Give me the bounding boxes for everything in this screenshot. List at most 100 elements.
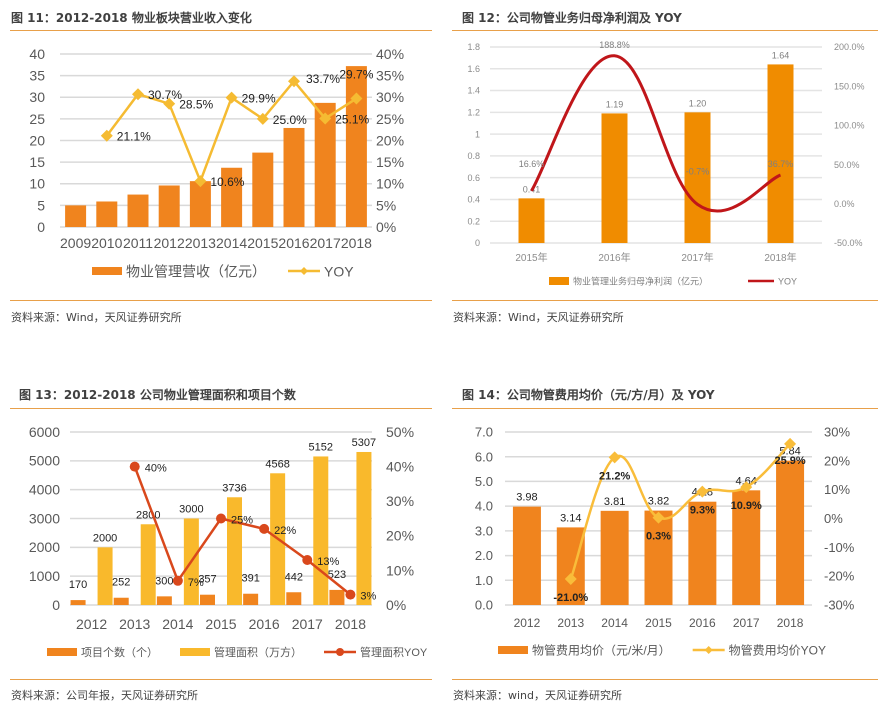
fig13-y-left-tick-label: 1000 — [29, 568, 60, 584]
fig13-y-left-tick-label: 6000 — [29, 424, 60, 440]
fig13-y-left-tick-label: 4000 — [29, 482, 60, 498]
fig11-y-right-tick-label: 0% — [376, 219, 396, 235]
fig11-yoy-marker — [319, 112, 332, 125]
fig14-bar-data-label: 3.98 — [516, 492, 537, 504]
fig14-y-left-tick-label: 5.0 — [475, 474, 493, 489]
fig14-yoy-marker — [608, 451, 621, 464]
figure-12-title: 图 12：公司物管业务归母净利润及 YOY — [462, 11, 682, 25]
fig13-legend-label: 管理面积（万方） — [214, 645, 302, 659]
fig14-yoy-marker — [696, 485, 709, 498]
fig13-bar — [286, 592, 302, 605]
figure-11-top-rule — [10, 30, 432, 31]
fig12-y-right-tick-label: 0.0% — [834, 199, 855, 209]
fig12-y-right-tick-label: 50.0% — [834, 160, 860, 170]
fig13-bar — [113, 597, 129, 605]
fig13-yoy-data-label: 7% — [188, 577, 204, 589]
fig11-legend-swatch — [92, 267, 122, 275]
fig11-y-left-tick-label: 30 — [29, 89, 45, 105]
fig13-legend-label: 项目个数（个） — [81, 646, 158, 659]
fig12-x-tick-label: 2016年 — [598, 251, 630, 264]
fig14-bar — [776, 460, 805, 605]
fig11-yoy-data-label: 10.6% — [210, 175, 244, 189]
fig13-bar — [243, 593, 259, 605]
fig13-legend-marker — [336, 648, 344, 656]
fig14-x-tick-label: 2013 — [557, 616, 584, 630]
fig11-bar — [189, 181, 211, 227]
fig11-x-tick-label: 2010 — [91, 235, 122, 251]
fig13-y-left-tick-label: 5000 — [29, 453, 60, 469]
fig12-legend-swatch — [549, 277, 569, 285]
fig12-bar — [518, 198, 545, 243]
fig11-yoy-marker — [132, 88, 144, 101]
figure-11-title: 图 11：2012-2018 物业板块营业收入变化 — [11, 11, 252, 25]
figure-13-top-rule — [10, 408, 432, 409]
fig12-y-right-tick-label: 150.0% — [834, 81, 865, 91]
fig14-yoy-data-label: 25.9% — [774, 455, 805, 467]
fig11-y-right-tick-label: 5% — [376, 197, 396, 213]
fig13-bar-data-label: 357 — [198, 574, 216, 586]
fig11-legend-label: 物业管理营收（亿元） — [126, 263, 266, 279]
fig13-yoy-marker — [216, 513, 226, 524]
fig13-legend-label: 管理面积YOY — [360, 645, 428, 659]
fig14-legend-marker — [704, 646, 713, 654]
fig13-yoy-marker — [345, 589, 356, 600]
fig14-yoy-data-label: 21.2% — [599, 470, 630, 482]
fig13-y-right-tick-label: 10% — [386, 562, 414, 578]
fig12-yoy-data-label: 36.7% — [768, 159, 794, 169]
fig13-bar — [329, 589, 345, 605]
fig11-y-right-tick-label: 40% — [376, 46, 404, 62]
fig11-bar — [65, 205, 87, 227]
fig12-legend-label: 物业管理业务归母净利润（亿元） — [573, 275, 708, 286]
fig13-yoy-data-label: 25% — [231, 515, 253, 527]
fig13-x-tick-label: 2012 — [76, 616, 107, 632]
fig13-bar — [140, 524, 156, 605]
fig12-bar — [684, 112, 711, 243]
fig11-bar — [127, 194, 149, 227]
fig11-yoy-marker — [100, 129, 113, 142]
fig11-bar — [158, 185, 180, 227]
fig14-yoy-marker — [652, 511, 665, 524]
fig13-x-tick-label: 2018 — [335, 616, 366, 632]
fig11-y-left-tick-label: 5 — [37, 197, 45, 213]
fig11-legend-label: YOY — [324, 263, 354, 279]
figure-13-bottom-rule — [10, 679, 432, 680]
fig13-yoy-marker — [259, 523, 270, 534]
fig12-y-left-tick-label: 1.6 — [467, 64, 480, 74]
fig13-bar-data-label: 5152 — [309, 441, 333, 453]
fig14-y-right-tick-label: -20% — [824, 569, 855, 584]
fig14-x-tick-label: 2018 — [777, 616, 804, 630]
fig13-bar-data-label: 300 — [155, 575, 173, 587]
fig13-y-right-tick-label: 30% — [386, 493, 414, 509]
fig13-bar-data-label: 3000 — [179, 504, 203, 516]
figure-14-bottom-rule — [452, 679, 878, 680]
fig13-bar — [156, 596, 172, 605]
fig13-yoy-marker — [172, 575, 183, 586]
fig11-x-tick-label: 2012 — [154, 235, 185, 251]
fig14-x-tick-label: 2017 — [733, 616, 760, 630]
fig14-x-tick-label: 2014 — [601, 616, 628, 630]
fig14-yoy-data-label: -21.0% — [553, 592, 588, 604]
figure-13-source: 资料来源：公司年报，天风证券研究所 — [11, 689, 198, 702]
fig13-bar-data-label: 442 — [285, 571, 303, 583]
fig12-y-left-tick-label: 1.2 — [467, 107, 480, 117]
fig14-y-left-tick-label: 3.0 — [475, 523, 493, 538]
fig12-y-right-tick-label: -50.0% — [834, 238, 863, 248]
fig14-bar — [556, 527, 585, 605]
fig14-yoy-marker — [740, 481, 753, 494]
fig13-yoy-marker — [129, 461, 140, 472]
fig11-bar — [314, 102, 336, 227]
fig11-y-right-tick-label: 20% — [376, 132, 404, 148]
figure-12-bottom-rule — [452, 300, 878, 301]
fig14-y-left-tick-label: 2.0 — [475, 548, 493, 563]
fig13-bar-data-label: 391 — [241, 573, 259, 585]
fig13-bar-data-label: 2000 — [93, 532, 117, 544]
fig12-bar-data-label: 1.64 — [772, 50, 790, 60]
fig11-y-left-tick-label: 35 — [29, 68, 45, 84]
fig11-yoy-data-label: 29.7% — [339, 68, 373, 82]
fig14-y-right-tick-label: 10% — [824, 482, 850, 497]
fig11-yoy-marker — [225, 91, 238, 104]
fig12-y-left-tick-label: 0.2 — [467, 216, 480, 226]
fig13-bar-data-label: 170 — [69, 579, 87, 591]
fig14-bar-data-label: 3.14 — [560, 512, 581, 524]
